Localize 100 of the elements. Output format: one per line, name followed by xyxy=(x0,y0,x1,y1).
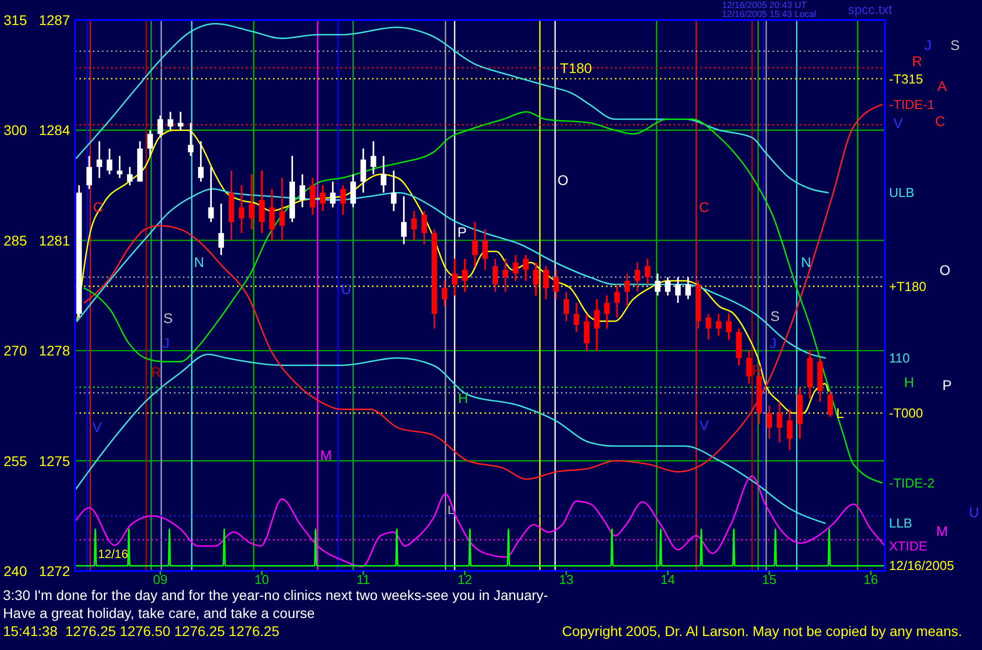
candlestick xyxy=(543,265,549,300)
candlestick xyxy=(340,184,346,216)
candlestick xyxy=(746,350,752,384)
candlestick xyxy=(533,262,539,296)
text: H xyxy=(904,374,914,390)
x-tick-label: 12 xyxy=(458,572,472,587)
y2-tick-label: 240 xyxy=(4,563,28,579)
candlestick xyxy=(370,140,376,176)
annotation: J xyxy=(162,335,170,351)
ref-line-label: -T000 xyxy=(889,406,923,421)
annotation: O xyxy=(558,172,569,188)
ref-line-label: -T315 xyxy=(889,71,923,86)
candlestick xyxy=(188,122,194,157)
annotation: 12/16 xyxy=(98,547,128,561)
annotation: L xyxy=(836,405,844,421)
candlestick xyxy=(553,268,559,300)
ref-line-label: +T180 xyxy=(889,278,926,294)
text: LLB xyxy=(889,516,912,531)
candlestick xyxy=(472,221,478,267)
x-tick-label: 10 xyxy=(254,572,269,587)
text: 12/16/2005 15:43 Local xyxy=(722,9,816,19)
y-tick-label: 1275 xyxy=(38,452,70,469)
candlestick xyxy=(442,280,448,308)
y-tick-label: 1272 xyxy=(38,563,70,579)
text: O xyxy=(940,262,951,278)
text: Have a great holiday, take care, and take a course xyxy=(3,605,316,621)
text: 12/16/2005 xyxy=(889,558,954,573)
candlestick xyxy=(512,254,518,282)
text: S xyxy=(950,37,960,53)
candlestick xyxy=(827,390,833,418)
y-tick-label: 1287 xyxy=(38,12,70,28)
text: A xyxy=(937,78,948,94)
text: U xyxy=(968,504,980,520)
candlestick xyxy=(116,155,122,179)
candlestick xyxy=(401,196,407,245)
candlestick xyxy=(380,155,386,194)
candlestick xyxy=(300,173,306,208)
annotation: P xyxy=(457,224,467,240)
candlestick xyxy=(258,170,265,234)
series-label: -TIDE-1 xyxy=(889,96,934,112)
candlestick xyxy=(208,166,214,223)
candlestick xyxy=(127,166,133,186)
annotation: M xyxy=(320,447,332,463)
annotation: C xyxy=(698,199,710,215)
text: ULB xyxy=(889,185,914,200)
candlestick xyxy=(411,210,417,242)
x-tick-label: 11 xyxy=(356,572,370,587)
candlestick xyxy=(350,173,356,208)
candlestick xyxy=(360,148,366,194)
series-label: -TIDE-2 xyxy=(889,475,934,490)
y2-tick-label: 285 xyxy=(4,232,28,248)
candlestick xyxy=(726,313,732,340)
y2-tick-label: 270 xyxy=(4,342,28,359)
text: 15:41:38 1276.25 1276.50 1276.25 1276.25 xyxy=(3,623,280,639)
candlestick xyxy=(238,184,244,234)
candlestick xyxy=(147,129,153,157)
candlestick xyxy=(96,140,102,179)
annotation: S xyxy=(770,308,780,324)
candlestick xyxy=(168,111,174,131)
candlestick xyxy=(330,180,336,208)
y2-tick-label: 315 xyxy=(4,12,28,28)
candlestick xyxy=(685,276,691,300)
candlestick xyxy=(522,254,528,282)
candlestick xyxy=(594,298,600,352)
candlestick xyxy=(664,276,671,296)
candlestick xyxy=(502,258,508,293)
candlestick xyxy=(563,291,570,322)
candlestick xyxy=(706,313,712,340)
candlestick xyxy=(644,258,650,286)
candlestick xyxy=(776,401,782,444)
candlestick xyxy=(106,148,112,176)
text: V xyxy=(893,115,904,131)
text: P xyxy=(942,377,952,393)
text: spcc.txt xyxy=(848,2,892,17)
x-tick-label: 14 xyxy=(660,572,676,587)
candlestick xyxy=(178,111,184,131)
candlestick xyxy=(390,170,397,212)
text: J xyxy=(924,37,932,53)
candlestick xyxy=(574,302,580,334)
candlestick xyxy=(654,272,660,296)
annotation: S xyxy=(163,310,173,326)
series-label: XTIDE xyxy=(889,538,928,554)
annotation: U xyxy=(340,281,352,297)
candlestick xyxy=(269,188,275,242)
x-tick-label: 09 xyxy=(153,572,168,587)
text: C xyxy=(934,113,946,129)
candlestick xyxy=(766,404,772,440)
candlestick xyxy=(624,272,630,308)
text: Copyright 2005, Dr. Al Larson. May not be copied by any means. xyxy=(562,623,962,639)
annotation: J xyxy=(770,335,776,351)
candlestick xyxy=(320,184,326,212)
y-tick-label: 1281 xyxy=(38,232,70,248)
text: R xyxy=(912,53,922,69)
y2-tick-label: 255 xyxy=(4,452,28,469)
candlestick xyxy=(248,173,254,230)
candlestick xyxy=(634,262,640,293)
x-tick-label: 15 xyxy=(762,572,777,587)
text: M xyxy=(936,523,948,539)
annotation: V xyxy=(92,419,102,435)
text: 110 xyxy=(889,350,910,366)
